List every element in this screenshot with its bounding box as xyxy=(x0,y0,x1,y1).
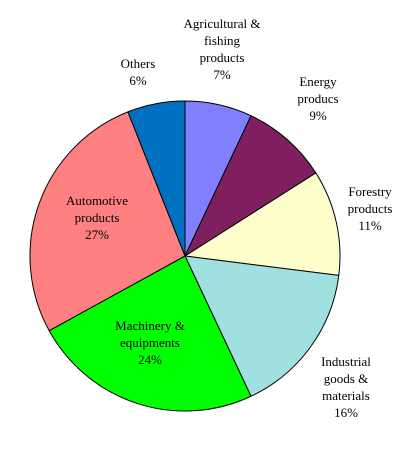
slice-label: Agricultural & fishing products 7% xyxy=(184,16,261,82)
slice-value-label: 27% xyxy=(85,227,109,242)
slice-category-label: equipments xyxy=(120,335,180,350)
slice-category-label: products xyxy=(75,210,120,225)
slice-category-label: products xyxy=(200,50,245,65)
slice-value-label: 16% xyxy=(334,405,358,420)
pie-slice xyxy=(184,255,340,397)
slice-category-label: Forestry xyxy=(348,184,392,199)
slice-label: Automotive products 27% xyxy=(66,193,128,242)
slice-category-label: Automotive xyxy=(66,193,128,208)
slice-value-label: 11% xyxy=(358,218,382,233)
slice-category-label: producs xyxy=(297,91,338,106)
pie-slice xyxy=(29,111,186,332)
pie-slices xyxy=(29,100,341,412)
slice-category-label: Industrial xyxy=(321,354,371,369)
slice-category-label: Others xyxy=(121,56,156,71)
slice-value-label: 7% xyxy=(213,67,231,82)
pie-slice xyxy=(48,255,252,412)
slice-value-label: 6% xyxy=(129,73,147,88)
slice-label: Industrial goods & materials 16% xyxy=(321,354,371,420)
pie-slice xyxy=(183,115,317,258)
slice-label: Machinery & equipments 24% xyxy=(115,318,185,367)
slice-label: Forestry products 11% xyxy=(348,184,393,233)
slice-category-label: products xyxy=(348,201,393,216)
slice-value-label: 24% xyxy=(138,352,162,367)
slice-category-label: goods & xyxy=(324,371,368,386)
slice-label: Others 6% xyxy=(121,56,156,88)
slice-value-label: 9% xyxy=(309,108,327,123)
pie-labels: Agricultural & fishing products 7% Energy pro… xyxy=(66,16,392,420)
slice-category-label: Agricultural & xyxy=(184,16,261,31)
slice-label: Energy producs 9% xyxy=(297,74,338,123)
slice-category-label: fishing xyxy=(204,33,241,48)
slice-category-label: Machinery & xyxy=(115,318,185,333)
pie-slice xyxy=(127,100,186,257)
slice-category-label: Energy xyxy=(299,74,337,89)
pie-slice xyxy=(183,172,341,276)
slice-category-label: materials xyxy=(322,388,370,403)
